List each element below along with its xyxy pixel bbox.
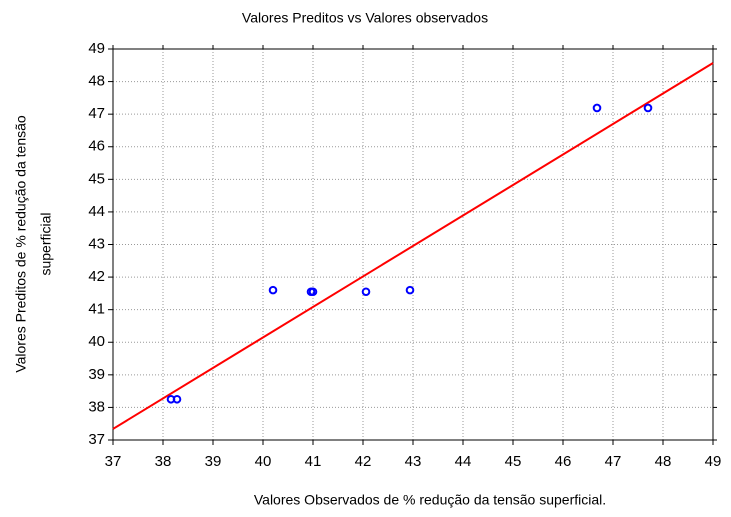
y-tick-label: 43 — [88, 235, 105, 252]
y-tick-label: 47 — [88, 105, 105, 122]
fit-line — [112, 62, 714, 430]
y-tick-label: 37 — [88, 431, 105, 448]
x-tick-label: 42 — [355, 453, 372, 470]
x-tick-label: 49 — [705, 453, 722, 470]
x-tick-label: 47 — [605, 453, 622, 470]
y-tick-label: 39 — [88, 366, 105, 383]
point — [308, 287, 318, 297]
x-tick-label: 45 — [505, 453, 522, 470]
x-tick-label: 39 — [205, 453, 222, 470]
y-tick-label: 41 — [88, 301, 105, 318]
y-tick-label: 42 — [88, 268, 105, 285]
y-tick-label: 48 — [88, 73, 105, 90]
point — [268, 285, 278, 295]
y-tick-label: 44 — [88, 203, 105, 220]
plot-frame — [112, 48, 714, 441]
point — [361, 287, 371, 297]
y-tick-label: 46 — [88, 138, 105, 155]
y-tick-label: 38 — [88, 398, 105, 415]
x-tick-label: 44 — [455, 453, 472, 470]
x-tick-label: 43 — [405, 453, 422, 470]
point — [405, 285, 415, 295]
x-axis-label: Valores Observados de % redução da tensã… — [254, 492, 606, 508]
x-tick-label: 40 — [255, 453, 272, 470]
x-tick-label: 48 — [655, 453, 672, 470]
point — [643, 103, 653, 113]
x-tick-label: 46 — [555, 453, 572, 470]
point — [592, 103, 602, 113]
y-axis-label: Valores Preditos de % redução da tensão — [13, 115, 29, 373]
x-tick-label: 41 — [305, 453, 322, 470]
x-tick-label: 38 — [155, 453, 172, 470]
point — [172, 394, 182, 404]
x-tick-label: 37 — [105, 453, 122, 470]
y-axis-label: superficial — [38, 212, 54, 275]
y-tick-label: 45 — [88, 170, 105, 187]
y-tick-label: 49 — [88, 40, 105, 57]
y-tick-label: 40 — [88, 333, 105, 350]
chart-title: Valores Preditos vs Valores observados — [242, 10, 488, 26]
